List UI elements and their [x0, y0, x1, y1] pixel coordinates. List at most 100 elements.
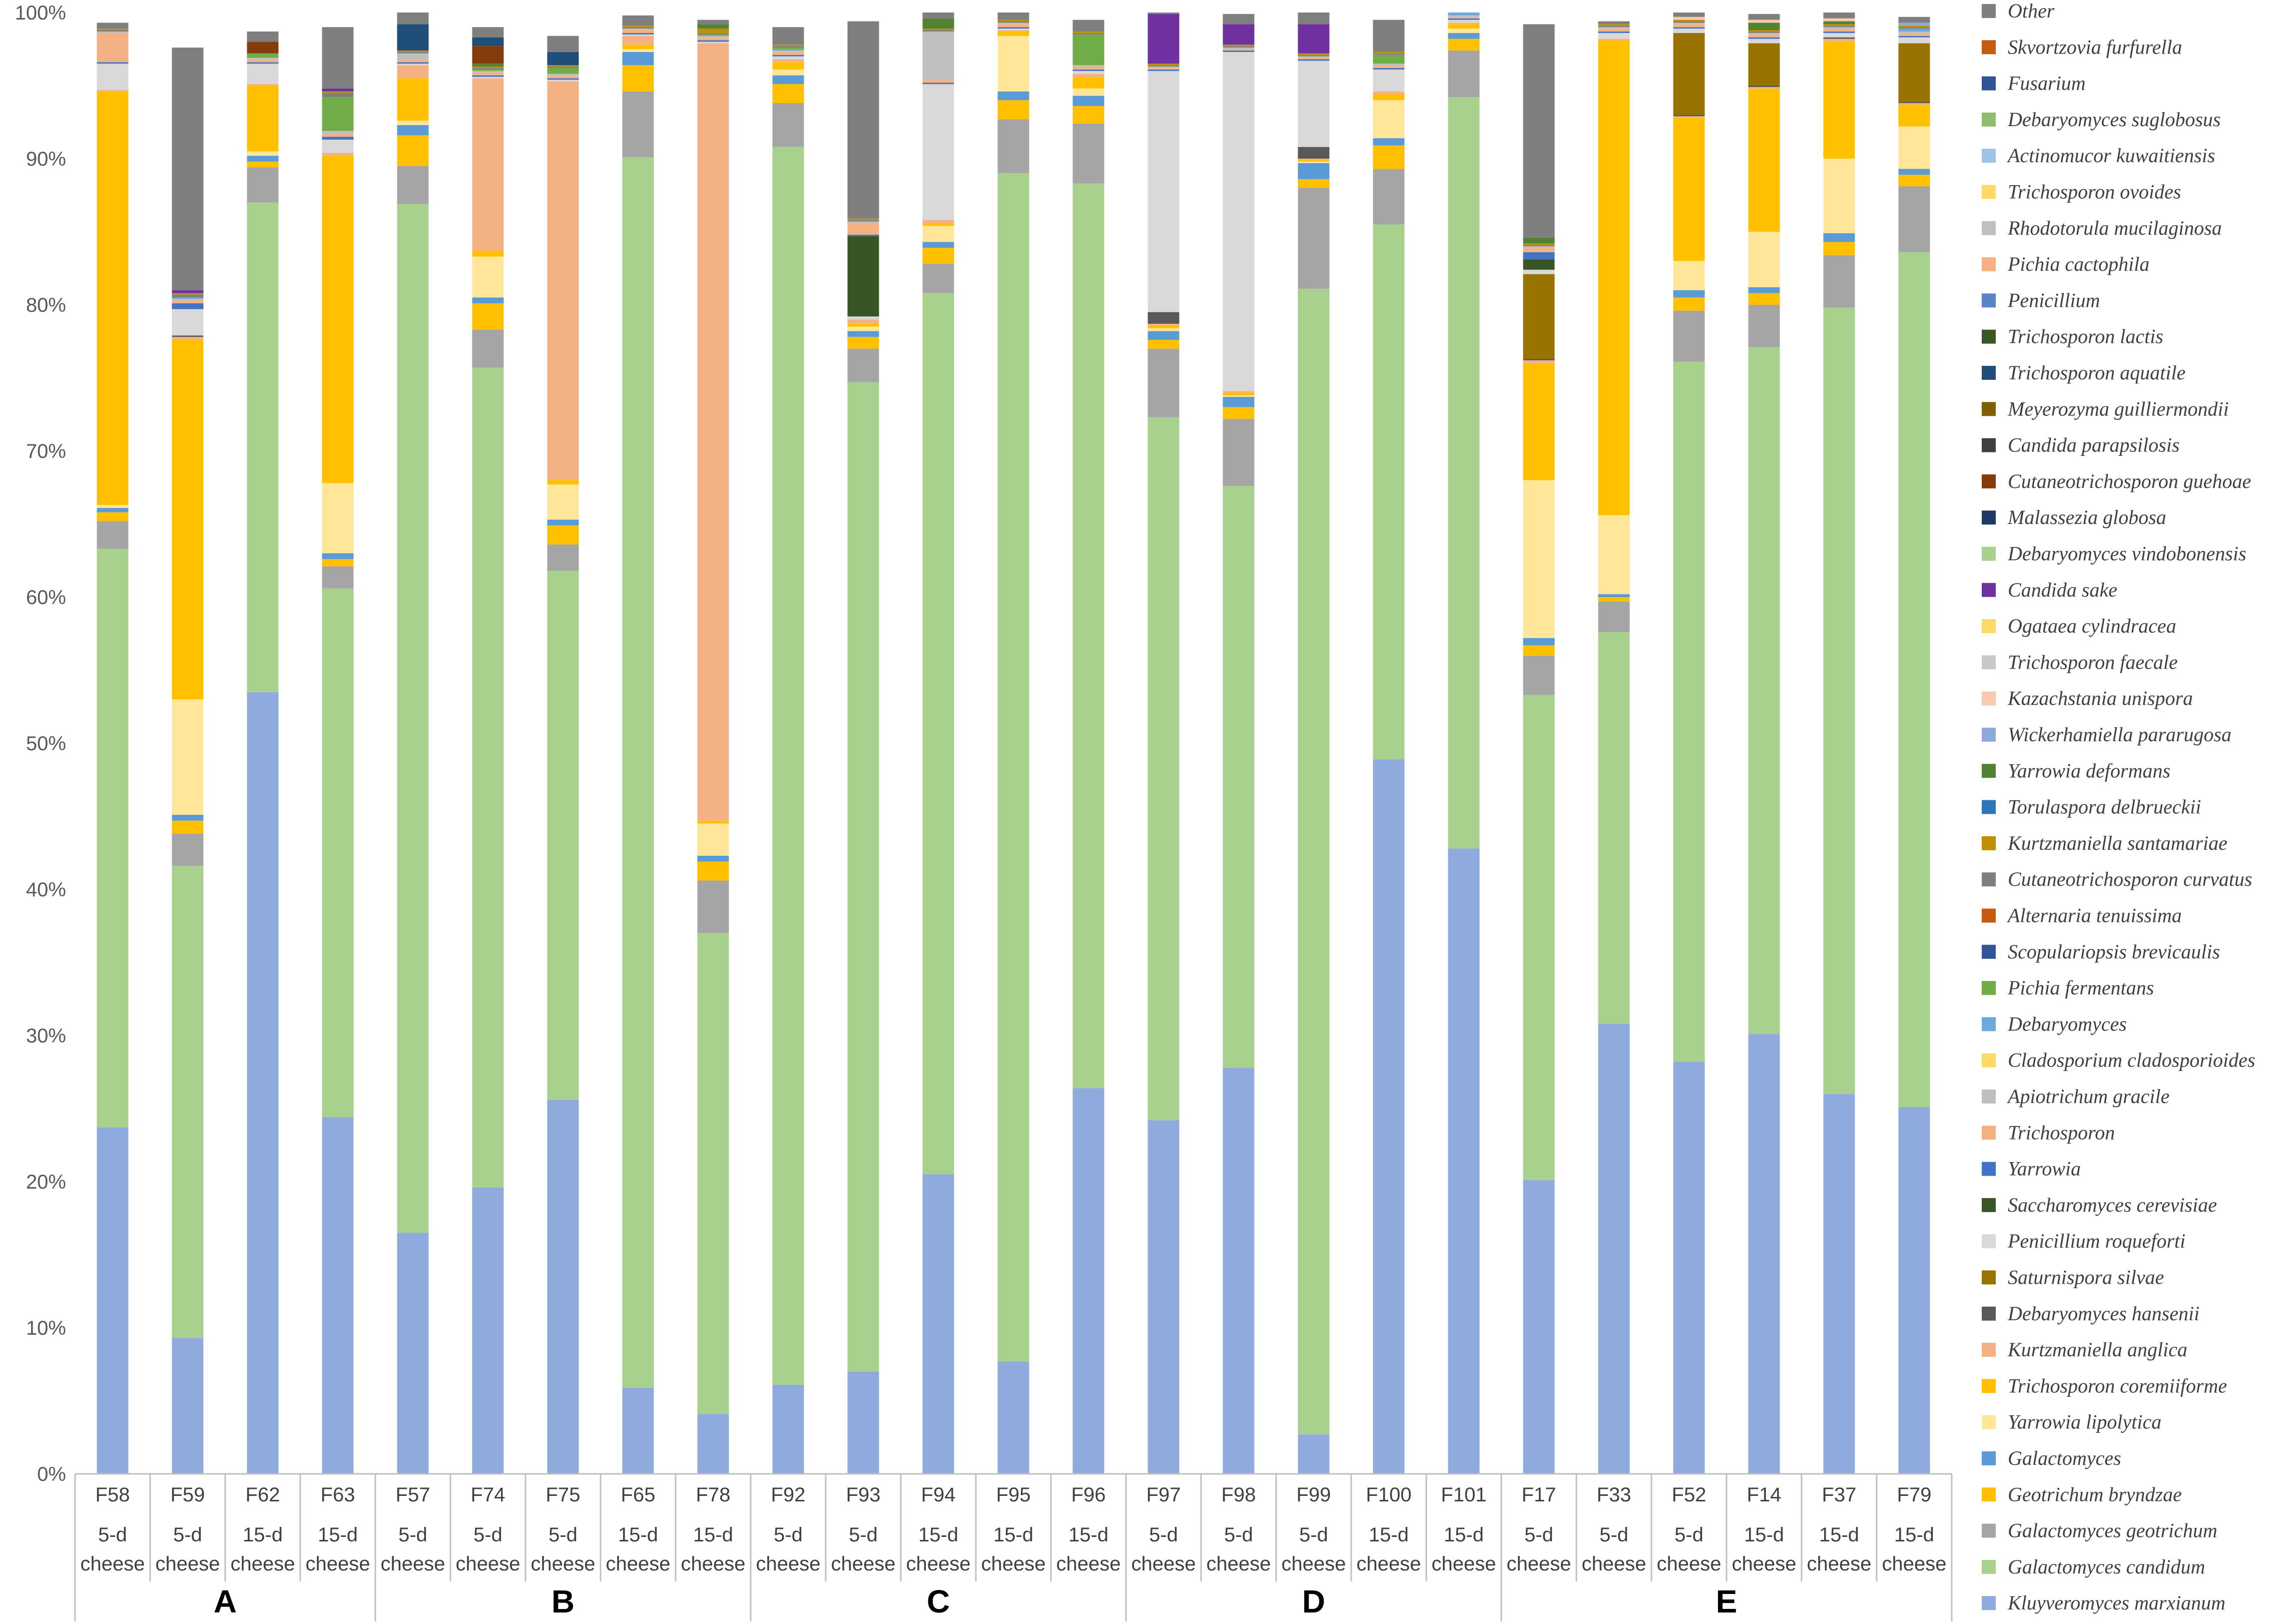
bar-segment	[1373, 169, 1405, 225]
bar-segment	[847, 236, 879, 317]
bar-segment	[1748, 39, 1780, 44]
legend-label: Penicillium	[2007, 289, 2100, 311]
bar-segment	[1748, 30, 1780, 32]
bar-segment	[1748, 293, 1780, 305]
bar-segment	[1598, 29, 1630, 32]
bar-segment	[472, 329, 504, 368]
bar-segment	[1373, 20, 1405, 52]
bar-segment	[1298, 59, 1330, 61]
bar-segment	[697, 37, 729, 41]
bar-segment	[247, 86, 279, 152]
bar-segment	[1448, 13, 1480, 16]
bar-segment	[1223, 48, 1255, 49]
bar-segment	[322, 140, 354, 153]
x-group-label: E	[1716, 1583, 1738, 1619]
bar-segment	[1223, 45, 1255, 47]
bar-segment	[172, 294, 204, 298]
bar-segment	[247, 151, 279, 156]
x-category-stage: 5-d	[473, 1524, 502, 1546]
x-category-type: cheese	[1882, 1553, 1947, 1575]
bar-segment	[997, 21, 1029, 23]
bar-segment	[1523, 245, 1555, 247]
bar-segment	[472, 37, 504, 47]
bar-segment	[1823, 31, 1855, 33]
bar-segment	[1373, 91, 1405, 95]
bar-segment	[397, 53, 429, 60]
bar-segment	[1823, 27, 1855, 29]
legend-label: Debaryomyces	[2007, 1012, 2127, 1035]
bar-segment	[1748, 87, 1780, 89]
legend-label: Torulaspora delbrueckii	[2008, 796, 2201, 818]
bar-segment	[97, 90, 129, 92]
y-tick-label: 50%	[26, 733, 66, 755]
legend-label: Candida parapsilosis	[2008, 434, 2179, 456]
bar-segment	[847, 382, 879, 1372]
bar-segment	[1823, 21, 1855, 25]
bar-segment	[322, 566, 354, 589]
bar-segment	[1523, 645, 1555, 656]
bar-segment	[97, 29, 129, 31]
legend-label: Meyerozyma guilliermondii	[2007, 397, 2229, 420]
bar-segment	[847, 331, 879, 337]
bar-segment	[1448, 50, 1480, 98]
bar-segment	[1598, 597, 1630, 602]
legend-swatch	[1982, 510, 1996, 525]
legend-swatch	[1982, 293, 1996, 308]
bar-segment	[547, 1100, 579, 1474]
legend-label: Kluyveromyces marxianum	[2007, 1591, 2225, 1614]
bar-segment	[847, 323, 879, 327]
bar-segment	[622, 29, 654, 31]
legend-swatch	[1982, 1596, 1996, 1610]
bar-segment	[472, 64, 504, 67]
x-category-id: F93	[846, 1484, 881, 1506]
bar-segment	[1898, 37, 1930, 44]
bar-segment	[472, 303, 504, 330]
legend-label: Cutaneotrichosporon guehoae	[2008, 470, 2251, 492]
bar-segment	[772, 46, 804, 48]
bar-segment	[1673, 33, 1705, 115]
bar-segment	[547, 544, 579, 571]
bar-segment	[397, 125, 429, 136]
bar-segment	[697, 933, 729, 1414]
bar-segment	[847, 337, 879, 349]
bar-segment	[1448, 39, 1480, 51]
bar-segment	[547, 525, 579, 545]
x-category-id: F14	[1747, 1484, 1782, 1506]
x-category-type: cheese	[81, 1553, 145, 1575]
bar-segment	[1748, 1034, 1780, 1474]
bar-segment	[472, 69, 504, 71]
bar-segment	[772, 62, 804, 70]
legend-swatch	[1982, 185, 1996, 199]
bar-segment	[1223, 1067, 1255, 1474]
bar-segment	[847, 348, 879, 382]
bar-segment	[1148, 64, 1180, 66]
bar-segment	[847, 316, 879, 320]
bar-segment	[1072, 123, 1104, 184]
bar-segment	[1898, 23, 1930, 26]
x-category-id: F95	[996, 1484, 1031, 1506]
bar-segment	[322, 553, 354, 560]
legend-label: Kurtzmaniella anglica	[2007, 1338, 2187, 1361]
bar-segment	[1298, 56, 1330, 58]
bar-segment	[397, 13, 429, 25]
bar-segment	[997, 20, 1029, 22]
bar-segment	[247, 42, 279, 54]
bar-segment	[622, 157, 654, 1388]
bar-segment	[1748, 347, 1780, 1034]
legend-swatch	[1982, 836, 1996, 850]
legend-swatch	[1982, 1270, 1996, 1285]
bar-segment	[97, 31, 129, 33]
bar-segment	[1148, 67, 1180, 68]
bar-segment	[1223, 486, 1255, 1068]
bar-segment	[1298, 179, 1330, 188]
bar-segment	[397, 24, 429, 51]
bar-segment	[1823, 255, 1855, 308]
bar-segment	[1673, 361, 1705, 1062]
bar-segment	[1072, 74, 1104, 77]
bar-segment	[1298, 55, 1330, 57]
bar-segment	[1223, 50, 1255, 52]
bar-segment	[1823, 242, 1855, 255]
bar-segment	[472, 68, 504, 70]
bar-segment	[1898, 169, 1930, 175]
bar-segment	[697, 40, 729, 42]
